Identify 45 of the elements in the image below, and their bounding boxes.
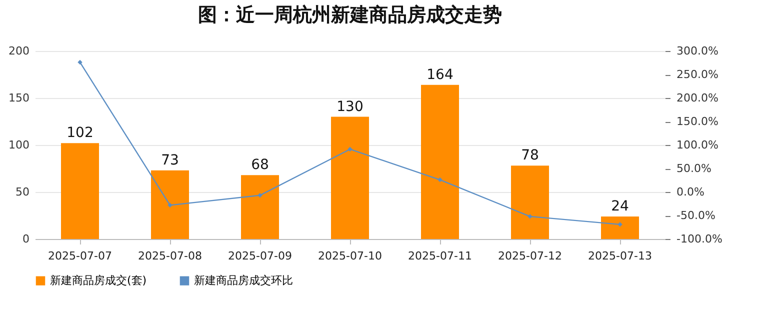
x-tick-label: 2025-07-08: [138, 250, 202, 262]
bar: [151, 170, 189, 239]
data-label: 164: [426, 66, 454, 83]
y2-tick-label: 150.0%: [676, 115, 718, 128]
bar: [61, 143, 99, 239]
bar: [241, 175, 279, 239]
data-label: 24: [611, 198, 629, 214]
y2-tick-label: 200.0%: [676, 92, 718, 104]
point: [78, 60, 82, 65]
y-tick-label: 0: [22, 232, 30, 246]
x-tick-label: 2025-07-13: [588, 250, 652, 262]
data-label: 130: [336, 98, 364, 115]
y2-tick-label: -50.0%: [676, 209, 716, 222]
data-label: 78: [521, 148, 539, 164]
x-tick-label: 2025-07-10: [318, 250, 382, 262]
chart-title: 图：近一周杭州新建商品房成交走势: [198, 4, 502, 26]
y2-tick-label: 0.0%: [676, 186, 704, 198]
y2-tick-label: 100.0%: [676, 138, 718, 152]
y-tick-label: 200: [8, 44, 30, 58]
y-tick-label: 150: [8, 92, 30, 104]
legend-label: 新建商品房成交(套): [50, 274, 147, 287]
bar: [421, 84, 459, 239]
point: [348, 146, 352, 152]
x-tick-label: 2025-07-07: [48, 250, 112, 262]
bar: [511, 166, 549, 239]
y2-tick-label: 50.0%: [676, 162, 712, 175]
point: [258, 192, 262, 198]
x-tick-label: 2025-07-12: [498, 250, 562, 262]
bar: [601, 216, 639, 239]
bar: [331, 116, 369, 239]
data-label: 102: [66, 125, 94, 142]
y-tick-label: 100: [8, 138, 30, 152]
x-tick-label: 2025-07-11: [408, 250, 472, 262]
y2-tick-label: 250.0%: [676, 68, 718, 81]
point: [618, 222, 622, 227]
legend-label: 新建商品房成交环比: [194, 274, 293, 287]
y2-tick-label: 300.0%: [676, 44, 718, 58]
data-label: 73: [161, 152, 179, 168]
y2-tick-label: -100.0%: [676, 232, 722, 246]
point: [438, 177, 442, 182]
x-tick-label: 2025-07-09: [228, 250, 292, 262]
point: [168, 202, 172, 208]
data-label: 68: [251, 157, 269, 174]
point: [528, 214, 532, 219]
y-tick-label: 50: [16, 186, 30, 198]
